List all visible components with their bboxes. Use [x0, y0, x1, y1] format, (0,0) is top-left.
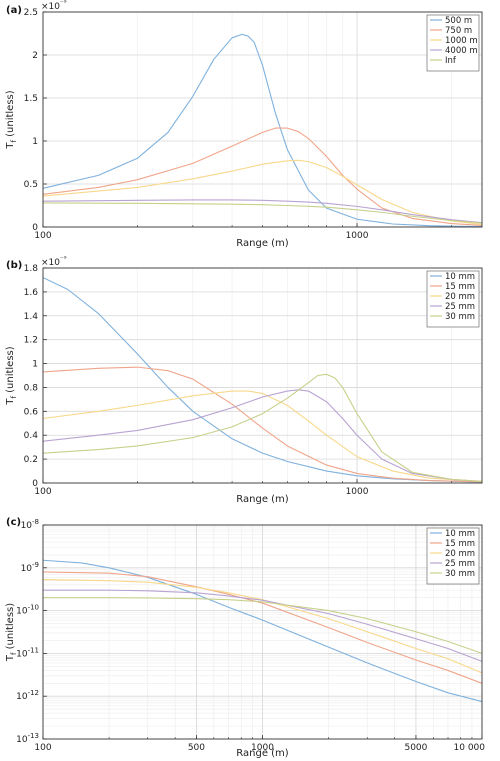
- y-axis-label: Tf (unitless): [5, 90, 18, 149]
- y-tick-label: 10-11: [16, 646, 39, 659]
- y-tick-label: 10-12: [16, 689, 39, 702]
- x-tick-label: 100: [34, 487, 51, 497]
- legend-entry: 15 mm: [445, 539, 475, 549]
- x-tick-label: 5000: [404, 743, 427, 753]
- series-line-1: [42, 33, 483, 228]
- x-tick-label: 1000: [346, 487, 369, 497]
- y-axis-label: Tf (unitless): [5, 346, 18, 405]
- series-line-2: [42, 366, 483, 483]
- y-axis-label: Tf (unitless): [5, 603, 18, 662]
- x-tick-label: 1000: [346, 231, 369, 241]
- y-tick-label: 1.4: [24, 312, 39, 322]
- series-line-3: [42, 159, 483, 225]
- y-tick-label: 0.6: [24, 407, 39, 417]
- series-line-4: [42, 389, 483, 483]
- legend-entry: 15 mm: [445, 282, 475, 292]
- series-line-3: [42, 390, 483, 482]
- legend-entry: 25 mm: [445, 302, 475, 312]
- series-line-4: [43, 589, 483, 662]
- panel-label: (c): [6, 517, 21, 528]
- x-tick-label: 100: [34, 743, 51, 753]
- legend-entry: Inf: [445, 56, 457, 66]
- y-exponent-label: ×10⁻⁹: [41, 255, 67, 268]
- legend-entry: 20 mm: [445, 292, 475, 302]
- panel-label: (b): [6, 260, 22, 271]
- series-line-5: [42, 202, 483, 224]
- y-tick-label: 0.8: [24, 383, 39, 393]
- y-tick-label: 0: [32, 479, 38, 489]
- x-tick-label: 100: [34, 231, 51, 241]
- legend-entry: 10 mm: [445, 272, 475, 282]
- series-group: [42, 277, 483, 483]
- series-line-5: [43, 597, 483, 654]
- series-line-5: [42, 373, 483, 483]
- y-tick-label: 2.5: [24, 8, 38, 18]
- y-tick-label: 0: [32, 223, 38, 233]
- x-tick-label: 10 000: [454, 743, 486, 753]
- legend-box: [426, 270, 480, 328]
- legend-entry: 500 m: [445, 16, 472, 26]
- legend-box: [426, 14, 480, 72]
- legend-entry: 30 mm: [445, 312, 475, 322]
- legend-entry: 25 mm: [445, 559, 475, 569]
- series-line-4: [42, 199, 483, 224]
- x-axis-label: Range (m): [236, 748, 289, 759]
- series-group: [42, 33, 483, 228]
- x-axis-label: Range (m): [236, 494, 289, 505]
- chart-panel-1: 100 1000 0 0.5 1 1.5 2 2.5×10⁻⁹ Range (m) Tf (uni…: [5, 0, 483, 249]
- y-tick-label: 0.2: [24, 455, 38, 465]
- legend-entry: 30 mm: [445, 569, 475, 579]
- y-tick-label: 10-13: [16, 732, 39, 745]
- x-axis-label: Range (m): [236, 238, 289, 249]
- legend-entry: 10 mm: [445, 529, 475, 539]
- y-tick-label: 1.6: [24, 288, 39, 298]
- y-tick-label: 10-10: [16, 604, 39, 617]
- chart-panel-2: 100 1000 0 0.2 0.4 0.6 0.8 1 1.2 1.4 1.6 1.8×10⁻⁹ Ra…: [5, 255, 483, 505]
- y-tick-label: 10-8: [21, 518, 39, 531]
- y-tick-label: 1: [32, 137, 38, 147]
- y-tick-label: 0.5: [24, 180, 38, 190]
- series-group: [42, 559, 483, 703]
- x-tick-label: 500: [188, 743, 205, 753]
- legend-entry: 20 mm: [445, 549, 475, 559]
- y-tick-label: 2: [32, 51, 38, 61]
- y-exponent-label: ×10⁻⁹: [41, 0, 67, 12]
- y-tick-label: 10-9: [21, 561, 39, 574]
- legend-entry: 1000 m: [445, 36, 478, 46]
- series-line-1: [42, 559, 483, 703]
- y-tick-label: 1.8: [24, 264, 39, 274]
- legend-entry: 750 m: [445, 26, 472, 36]
- panel-label: (a): [6, 5, 22, 16]
- y-tick-label: 1: [32, 360, 38, 370]
- y-tick-label: 1.5: [24, 94, 38, 104]
- legend-entry: 4000 m: [445, 46, 478, 56]
- series-line-2: [42, 571, 483, 684]
- y-tick-label: 0.4: [24, 431, 39, 441]
- y-tick-label: 1.2: [24, 336, 38, 346]
- series-line-1: [42, 277, 483, 483]
- x-tick-label: 1000: [251, 743, 274, 753]
- chart-panel-3: 100 500 1000 5000 10 000 10-13 10-12 10-11 10-10…: [5, 517, 485, 759]
- legend-box: [426, 527, 480, 585]
